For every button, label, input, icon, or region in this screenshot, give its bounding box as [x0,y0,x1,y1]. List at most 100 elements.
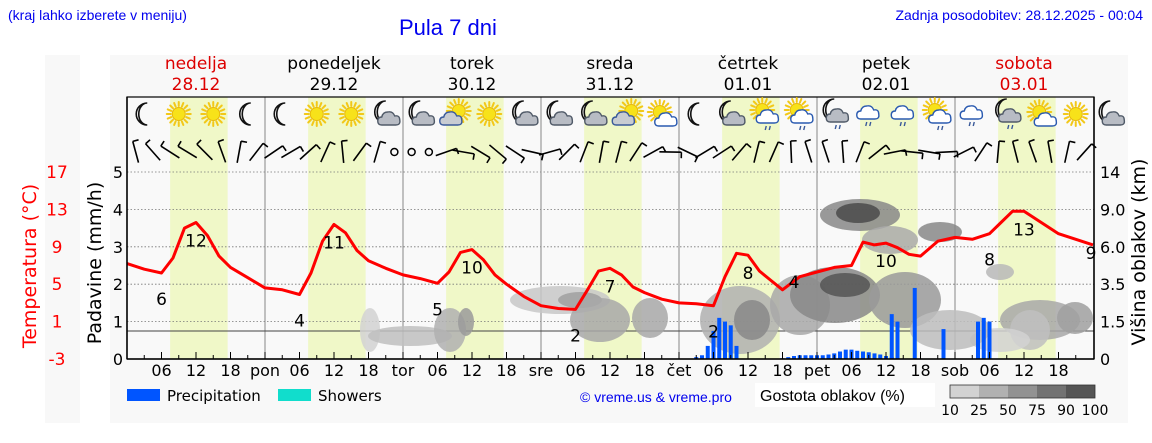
location-hint[interactable]: (kraj lahko izberete v meniju) [8,7,187,23]
x-tick-label: pet [804,361,830,380]
cloud-density-tick-label: 50 [999,403,1017,419]
precipitation-bar [861,351,865,359]
wind-barb-flag [365,142,372,148]
wind-barb-flag [986,142,993,147]
x-tick-label: 12 [876,361,896,380]
wind-barb-icon [677,146,698,158]
sun-icon [338,101,365,127]
x-tick-label: sob [941,361,969,380]
precipitation-bar [838,351,842,359]
wind-barb-flag [999,140,1006,143]
cloud-density-swatch [950,385,979,398]
day-date: 29.12 [310,75,359,95]
cloud-height-axis-title: Višina oblakov (km) [1128,159,1150,346]
x-tick-label: 12 [600,361,620,380]
wind-barb-flag [1091,143,1097,149]
temperature-axis-title: Temperatura (°C) [19,184,41,349]
precipitation-bar [843,349,848,359]
wind-barb-flag [821,138,829,143]
wind-barb-icon [629,142,643,162]
x-tick-label: 18 [634,361,654,380]
day-name: torek [450,54,494,74]
wind-calm-icon [424,147,434,157]
cloud-density-area [1057,302,1093,334]
cloud-density-swatch [1037,385,1066,398]
wind-barb-icon [868,144,887,160]
wind-barb-icon [538,148,561,156]
precipitation-bar [803,355,808,359]
wind-barb-flag [574,143,580,149]
cloud-density-swatch [979,385,1008,398]
precipitation-bar [717,317,722,359]
temperature-value-label: 6 [156,290,167,310]
x-tick-label: čet [667,361,692,380]
temperature-tick-label: 5 [52,275,63,295]
wind-barb-icon [712,145,732,159]
wind-barb-icon [643,145,664,159]
precipitation-bar [786,357,791,359]
cloud-density-area [918,222,962,242]
day-date: 01.01 [724,75,773,95]
temperature-value-label: 7 [605,277,616,297]
x-tick-label: 12 [186,361,206,380]
x-tick-label: 12 [1014,361,1034,380]
x-tick-label: 06 [565,361,585,380]
wind-barb-flag [804,138,811,143]
wind-barb-flag [759,140,766,144]
sun-icon [303,101,330,127]
moon-cloud-icon [1098,100,1126,126]
x-tick-label: 06 [841,361,861,380]
wind-barb-icon [1076,143,1093,161]
temperature-line [126,209,1094,311]
temperature-value-label: 13 [1013,220,1035,240]
wind-barb-icon [855,141,865,163]
showers-legend-swatch [278,389,311,401]
day-name: petek [862,54,910,74]
precip-tick-label: 4 [113,200,123,219]
temperature-tick-label: 9 [52,238,63,258]
temperature-tick-label: -3 [49,350,66,370]
x-tick-label: 06 [427,361,447,380]
cloud-density-area [836,203,880,223]
cloud-density-tick-label: 25 [970,403,988,419]
wind-barb-icon [1011,141,1019,163]
precipitation-bar [941,329,946,359]
wind-barb-flag [1047,139,1054,142]
day-date: 03.01 [1000,75,1049,95]
cloud-density-tick-label: 75 [1028,403,1046,419]
x-tick-label: pon [250,361,280,380]
wind-barb-icon [953,146,974,158]
cloud-density-legend-title: Gostota oblakov (%) [760,388,905,405]
precipitation-bar [700,355,704,359]
temperature-value-label: 2 [570,326,581,346]
wind-barb-icon [320,141,331,163]
wind-barb-icon [841,140,845,164]
temperature-value-label: 11 [323,233,345,253]
temperature-value-label: 4 [789,273,800,293]
precip-axis-title: Padavine (mm/h) [84,182,106,345]
wind-barb-flag [262,142,269,148]
page-title: Pula 7 dni [399,15,497,40]
precipitation-bar [895,321,900,359]
wind-barb-icon [695,145,715,159]
sun-icon [1062,101,1089,127]
wind-barb-flag [777,141,785,146]
x-tick-label: 06 [151,361,171,380]
cloud-density-swatch [1008,385,1037,398]
cloud-density-area [820,273,870,297]
wind-barb-icon [217,141,227,163]
temperature-tick-label: 1 [52,313,63,333]
wind-barb-icon [160,145,180,159]
cloud-height-tick-label: 9.0 [1100,200,1125,219]
wind-barb-flag [641,142,648,147]
cloud-density-area [734,300,770,340]
precipitation-legend-label: Precipitation [167,387,261,405]
wind-barb-flag [315,144,321,150]
cloud-height-tick-label: 3.5 [1100,275,1125,294]
precipitation-bar [705,345,710,359]
wind-barb-flag [501,158,507,165]
precipitation-bar [792,356,796,359]
precip-tick-label: 0 [113,350,123,369]
x-tick-label: 12 [738,361,758,380]
wind-barb-icon [615,141,623,163]
